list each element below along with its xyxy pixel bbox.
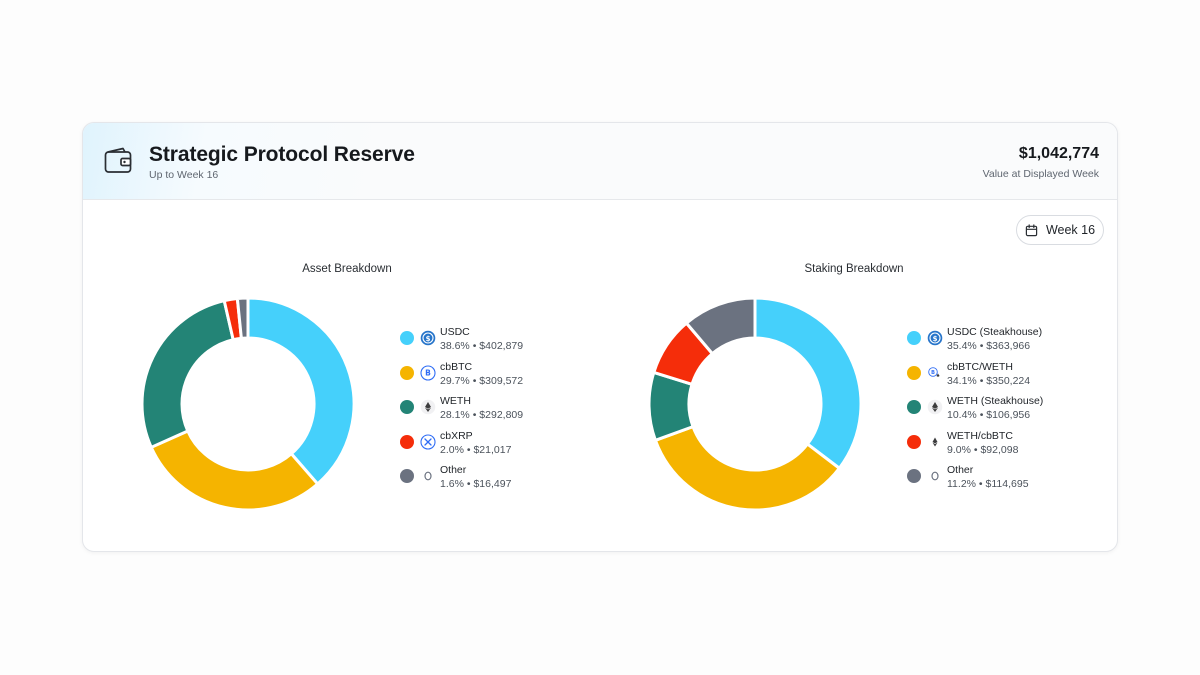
legend-value: 34.1% • $350,224 <box>947 375 1030 387</box>
total-value-label: Value at Displayed Week <box>982 168 1099 180</box>
legend-color-swatch <box>907 331 921 345</box>
legend-percent: 11.2% <box>947 478 976 491</box>
donut-slice-other[interactable] <box>235 298 250 340</box>
legend-separator: • <box>976 409 987 422</box>
legend-amount: $92,098 <box>980 443 1019 456</box>
legend-percent: 1.6% <box>440 478 464 491</box>
legend-amount: $350,224 <box>986 374 1031 387</box>
reserve-card: Strategic Protocol Reserve Up to Week 16… <box>82 122 1118 552</box>
legend-value: 38.6% • $402,879 <box>440 340 523 352</box>
legend-amount: $106,956 <box>986 409 1031 422</box>
wallet-icon <box>104 147 132 173</box>
legend-separator: • <box>463 443 474 456</box>
cbbtc-icon: B <box>420 365 436 381</box>
legend-label: WETH (Steakhouse) <box>947 395 1044 408</box>
calendar-icon <box>1025 223 1038 236</box>
legend-color-swatch <box>907 365 921 380</box>
legend-percent: 38.6% <box>440 340 470 352</box>
other-icon <box>927 468 943 484</box>
legend-value: 35.4% • $363,966 <box>947 340 1030 352</box>
svg-text:B: B <box>425 368 431 377</box>
asset-donut-chart <box>140 298 356 512</box>
legend-color-swatch <box>400 365 414 380</box>
legend-percent: 28.1% <box>440 409 470 422</box>
legend-percent: 2.0% <box>440 443 464 456</box>
usdc-icon: $ <box>420 330 436 346</box>
legend-label: Other <box>947 464 974 477</box>
page-subtitle: Up to Week 16 <box>149 169 219 181</box>
legend-label: USDC <box>440 326 470 338</box>
donut-slice-usdc[interactable] <box>246 298 356 486</box>
week-selector-button[interactable]: Week 16 <box>1016 215 1104 245</box>
legend-amount: $16,497 <box>473 478 512 491</box>
xrp-icon <box>420 434 436 450</box>
legend-color-swatch <box>907 434 921 449</box>
asset-chart-title: Asset Breakdown <box>302 263 392 275</box>
legend-separator: • <box>469 340 480 352</box>
donut-slice-usdc-steakhouse[interactable] <box>753 298 863 470</box>
legend-color-swatch <box>400 469 414 484</box>
legend-separator: • <box>469 409 480 422</box>
legend-amount: $21,017 <box>473 443 512 456</box>
legend-label: cbXRP <box>440 429 473 442</box>
legend-value: 9.0% • $92,098 <box>947 444 1018 456</box>
legend-color-swatch <box>400 331 414 345</box>
legend-percent: 10.4% <box>947 409 977 422</box>
legend-color-swatch <box>400 434 414 449</box>
donut-slice-other[interactable] <box>684 298 757 356</box>
legend-label: USDC (Steakhouse) <box>947 326 1043 338</box>
legend-color-swatch <box>907 469 921 484</box>
weth-cbbtc-icon <box>927 434 943 450</box>
legend-amount: $114,695 <box>985 478 1029 491</box>
legend-separator: • <box>463 478 474 491</box>
legend-label: WETH/cbBTC <box>947 429 1013 442</box>
legend-separator: • <box>976 340 987 352</box>
usdc-icon: $ <box>927 330 943 346</box>
legend-value: 10.4% • $106,956 <box>947 409 1030 421</box>
eth-icon <box>420 399 436 415</box>
legend-percent: 35.4% <box>947 340 977 352</box>
donut-slice-weth[interactable] <box>140 299 235 449</box>
legend-separator: • <box>976 478 986 491</box>
donut-slice-cbbtc-weth[interactable] <box>653 425 841 512</box>
svg-text:$: $ <box>933 335 938 343</box>
legend-value: 2.0% • $21,017 <box>440 444 511 456</box>
legend-amount: $292,809 <box>479 409 524 422</box>
page-title: Strategic Protocol Reserve <box>149 143 415 166</box>
staking-donut-chart <box>647 298 863 512</box>
other-icon <box>420 468 436 484</box>
legend-value: 28.1% • $292,809 <box>440 409 523 421</box>
legend-separator: • <box>976 374 987 387</box>
legend-value: 11.2% • $114,695 <box>947 478 1029 490</box>
svg-text:B: B <box>931 370 935 376</box>
legend-amount: $309,572 <box>479 374 524 387</box>
legend-label: cbBTC <box>440 360 473 373</box>
card-header: Strategic Protocol Reserve Up to Week 16… <box>83 123 1117 200</box>
week-selector-label: Week 16 <box>1045 223 1096 237</box>
legend-color-swatch <box>907 400 921 415</box>
legend-percent: 9.0% <box>947 443 971 456</box>
svg-text:$: $ <box>426 335 431 343</box>
legend-label: Other <box>440 464 467 477</box>
donut-slice-cbbtc[interactable] <box>149 429 320 512</box>
legend-value: 29.7% • $309,572 <box>440 375 523 387</box>
legend-percent: 34.1% <box>947 374 977 387</box>
legend-separator: • <box>469 374 480 387</box>
legend-label: WETH <box>440 395 471 408</box>
legend-separator: • <box>970 443 981 456</box>
cbbtc-weth-icon: B <box>927 365 943 381</box>
legend-percent: 29.7% <box>440 374 470 387</box>
legend-amount: $363,966 <box>986 340 1031 352</box>
legend-amount: $402,879 <box>479 340 524 352</box>
legend-value: 1.6% • $16,497 <box>440 478 511 490</box>
staking-chart-title: Staking Breakdown <box>804 263 904 275</box>
legend-label: cbBTC/WETH <box>947 360 1013 373</box>
legend-color-swatch <box>400 400 414 415</box>
total-value: $1,042,774 <box>1018 145 1099 162</box>
eth-icon <box>927 399 943 415</box>
